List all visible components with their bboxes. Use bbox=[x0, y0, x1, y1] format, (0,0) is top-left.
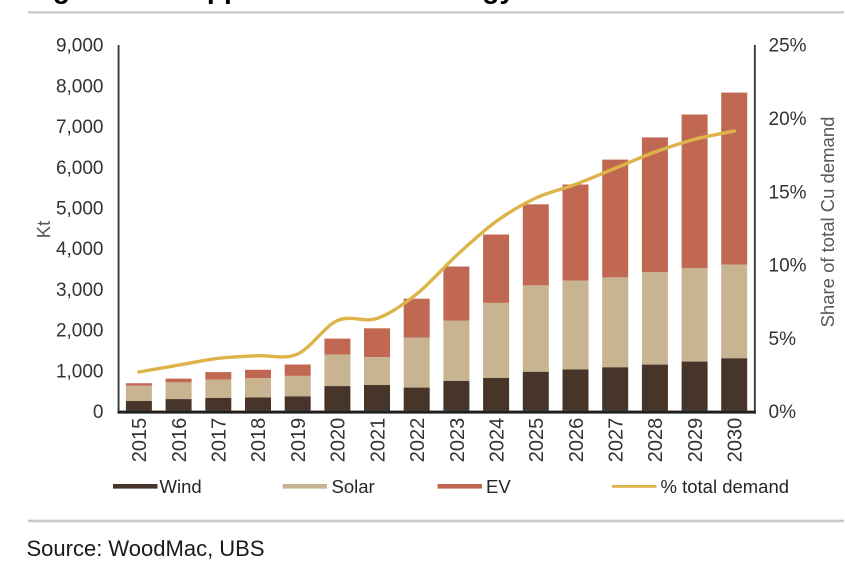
svg-text:2028: 2028 bbox=[645, 418, 667, 463]
svg-text:Kt: Kt bbox=[33, 221, 54, 238]
svg-text:20%: 20% bbox=[769, 109, 807, 130]
svg-text:% total demand: % total demand bbox=[661, 476, 790, 497]
svg-text:2026: 2026 bbox=[566, 418, 588, 463]
svg-text:2024: 2024 bbox=[486, 418, 508, 463]
svg-text:2027: 2027 bbox=[605, 418, 627, 463]
svg-text:2021: 2021 bbox=[367, 418, 389, 463]
svg-text:2016: 2016 bbox=[169, 418, 191, 463]
svg-text:0%: 0% bbox=[769, 402, 797, 423]
svg-text:5%: 5% bbox=[769, 329, 797, 350]
svg-text:Solar: Solar bbox=[332, 476, 375, 497]
svg-text:8,000: 8,000 bbox=[56, 76, 104, 97]
svg-text:1,000: 1,000 bbox=[56, 361, 104, 382]
svg-text:Source: WoodMac, UBS: Source: WoodMac, UBS bbox=[27, 536, 265, 561]
svg-text:3,000: 3,000 bbox=[56, 280, 104, 301]
svg-text:15%: 15% bbox=[769, 182, 807, 203]
svg-text:0: 0 bbox=[93, 402, 104, 423]
svg-text:2020: 2020 bbox=[328, 418, 350, 463]
svg-text:2023: 2023 bbox=[447, 418, 469, 463]
svg-text:2019: 2019 bbox=[288, 418, 310, 463]
svg-text:10%: 10% bbox=[769, 256, 807, 277]
svg-text:2017: 2017 bbox=[209, 418, 231, 463]
svg-text:2015: 2015 bbox=[129, 418, 151, 463]
svg-text:2018: 2018 bbox=[248, 418, 270, 463]
svg-text:9,000: 9,000 bbox=[56, 36, 104, 57]
svg-text:7,000: 7,000 bbox=[56, 117, 104, 138]
svg-text:2,000: 2,000 bbox=[56, 321, 104, 342]
svg-text:2022: 2022 bbox=[407, 418, 429, 463]
svg-text:Share of total Cu demand: Share of total Cu demand bbox=[817, 117, 838, 328]
svg-text:6,000: 6,000 bbox=[56, 158, 104, 179]
svg-text:25%: 25% bbox=[769, 36, 807, 57]
svg-text:5,000: 5,000 bbox=[56, 199, 104, 220]
svg-text:2025: 2025 bbox=[526, 418, 548, 463]
svg-text:2029: 2029 bbox=[685, 418, 707, 463]
svg-text:2030: 2030 bbox=[725, 418, 747, 463]
svg-text:Figure 15: Copper demand in en: Figure 15: Copper demand in energy trans… bbox=[28, 0, 650, 4]
svg-text:Wind: Wind bbox=[160, 476, 202, 497]
svg-text:4,000: 4,000 bbox=[56, 239, 104, 260]
svg-text:EV: EV bbox=[486, 476, 511, 497]
